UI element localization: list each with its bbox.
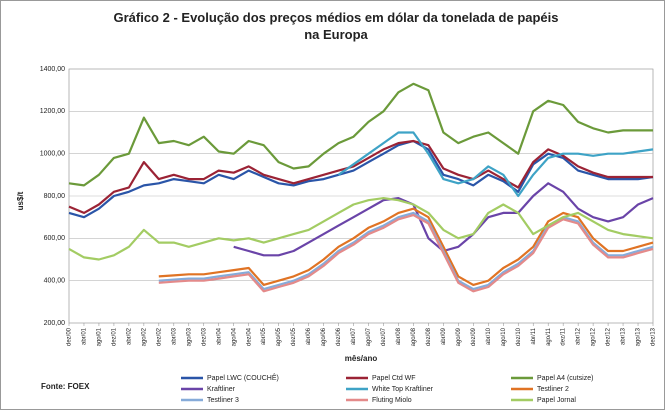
legend-label: Papel LWC (COUCHÊ) (207, 373, 279, 382)
x-tick-label: ago/08 (411, 327, 417, 346)
x-tick-label: ago/05 (276, 327, 282, 346)
y-tick-label: 1000,00 (40, 151, 65, 158)
x-tick-label: abr/01 (82, 327, 88, 345)
x-tick-label: dez/10 (516, 327, 522, 346)
x-tick-label: dez/02 (156, 327, 162, 346)
x-tick-label: abr/10 (486, 327, 492, 345)
x-tick-label: ago/07 (366, 327, 372, 346)
series-line (68, 82, 653, 187)
x-tick-label: abr/11 (531, 327, 537, 344)
legend-label: Testliner 2 (537, 386, 569, 393)
y-tick-label: 1200,00 (40, 108, 65, 115)
x-tick-label: dez/07 (381, 327, 387, 346)
series-line (68, 139, 653, 214)
x-tick-label: abr/02 (126, 327, 132, 345)
x-tick-label: ago/02 (141, 327, 147, 346)
x-tick-label: dez/01 (112, 327, 118, 346)
x-tick-label: abr/08 (396, 327, 402, 345)
x-tick-label: ago/04 (231, 327, 237, 346)
x-tick-label: dez/05 (291, 327, 297, 346)
chart-title: Gráfico 2 - Evolução dos preços médios e… (113, 10, 559, 42)
x-tick-label: ago/13 (636, 327, 642, 346)
y-tick-label: 800,00 (44, 193, 66, 200)
x-tick-label: dez/00 (67, 327, 73, 346)
y-tick-label: 1400,00 (40, 66, 65, 73)
legend-label: Testliner 3 (207, 397, 239, 404)
x-tick-label: dez/06 (336, 327, 342, 346)
x-tick-label: ago/11 (546, 327, 552, 346)
y-tick-label: 600,00 (44, 235, 66, 242)
x-tick-label: abr/13 (621, 327, 627, 345)
x-tick-label: abr/12 (576, 327, 582, 345)
x-tick-label: abr/09 (441, 327, 447, 345)
series-line (337, 131, 654, 198)
x-tick-label: abr/03 (171, 327, 177, 345)
series-line (158, 211, 654, 291)
x-tick-label: dez/03 (201, 327, 207, 346)
x-tick-label: ago/12 (591, 327, 597, 346)
series-line (158, 214, 654, 293)
y-tick-label: 200,00 (44, 320, 66, 327)
x-tick-label: ago/10 (501, 327, 507, 346)
series-line (68, 197, 654, 261)
x-tick-label: dez/11 (561, 327, 567, 345)
x-tick-label: dez/09 (471, 327, 477, 346)
x-tick-label: ago/09 (456, 327, 462, 346)
x-tick-label: ago/03 (186, 327, 192, 346)
x-tick-label: abr/04 (216, 327, 222, 345)
x-tick-label: ago/06 (321, 327, 327, 346)
legend-label: Fluting Miolo (372, 397, 412, 404)
source: Fonte: FOEX (41, 382, 90, 391)
x-tick-label: dez/12 (606, 327, 612, 346)
series-line (68, 139, 654, 219)
x-tick-label: dez/13 (651, 327, 657, 346)
y-axis-label: us$/t (16, 191, 25, 210)
x-tick-label: abr/06 (306, 327, 312, 345)
x-tick-label: ago/01 (97, 327, 103, 346)
legend-label: Papel Ctd WF (372, 375, 416, 382)
legend-label: Papel A4 (cutsize) (537, 375, 593, 382)
x-axis-label: mês/ano (345, 354, 378, 363)
legend-label: Kraftliner (207, 386, 236, 393)
x-tick-label: dez/04 (246, 327, 252, 346)
legend-label: White Top Kraftliner (372, 386, 434, 393)
x-tick-label: abr/05 (261, 327, 267, 345)
y-tick-label: 400,00 (44, 278, 66, 285)
legend-label: Papel Jornal (537, 397, 576, 404)
x-tick-label: abr/07 (351, 327, 357, 345)
x-tick-label: dez/08 (426, 327, 432, 346)
